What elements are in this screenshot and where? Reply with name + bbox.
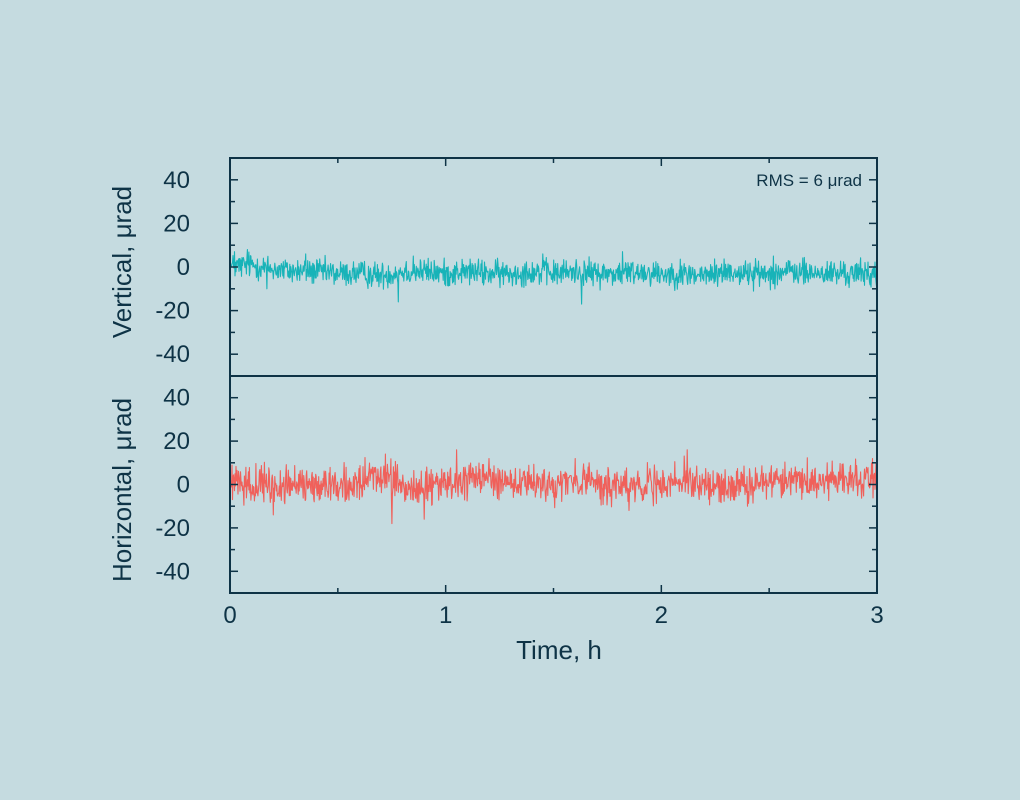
vertical-y-tick-label: -40 <box>155 341 190 368</box>
horizontal-y-tick-label: -20 <box>155 515 190 542</box>
x-tick-label: 2 <box>655 602 668 629</box>
horizontal-axis-title: Horizontal, μrad <box>107 398 137 582</box>
horizontal-y-tick-label: -40 <box>155 558 190 585</box>
horizontal-series-group <box>229 449 878 525</box>
horizontal-y-ticks: 40 20 0 -20 -40 <box>155 385 877 585</box>
horizontal-y-tick-label: 40 <box>163 385 190 412</box>
vertical-y-ticks: 40 20 0 -20 -40 <box>155 167 877 368</box>
x-tick-label: 1 <box>439 602 452 629</box>
rms-annotation: RMS = 6 μrad <box>756 171 862 190</box>
vertical-series-line <box>229 249 878 305</box>
x-axis-title: Time, h <box>516 635 602 665</box>
horizontal-plot-frame <box>229 375 878 594</box>
vertical-y-tick-label: 40 <box>163 167 190 194</box>
horizontal-y-tick-label: 0 <box>177 472 190 499</box>
horizontal-series-line <box>229 449 878 525</box>
vertical-panel: 40 20 0 -20 -40 RMS = 6 μrad Vertical, μrad <box>107 157 878 377</box>
x-tick-label: 3 <box>870 602 883 629</box>
vertical-axis-title: Vertical, μrad <box>107 186 137 338</box>
vertical-y-tick-label: 0 <box>177 254 190 281</box>
x-ticks: 0 1 2 3 <box>223 158 884 629</box>
horizontal-panel: 40 20 0 -20 -40 0 1 2 3 Horizontal, μrad Time, … <box>107 158 884 665</box>
horizontal-y-tick-label: 20 <box>163 428 190 455</box>
vertical-y-tick-label: 20 <box>163 210 190 237</box>
vertical-y-tick-label: -20 <box>155 298 190 325</box>
x-tick-label: 0 <box>223 602 236 629</box>
vertical-series-group <box>229 249 878 305</box>
